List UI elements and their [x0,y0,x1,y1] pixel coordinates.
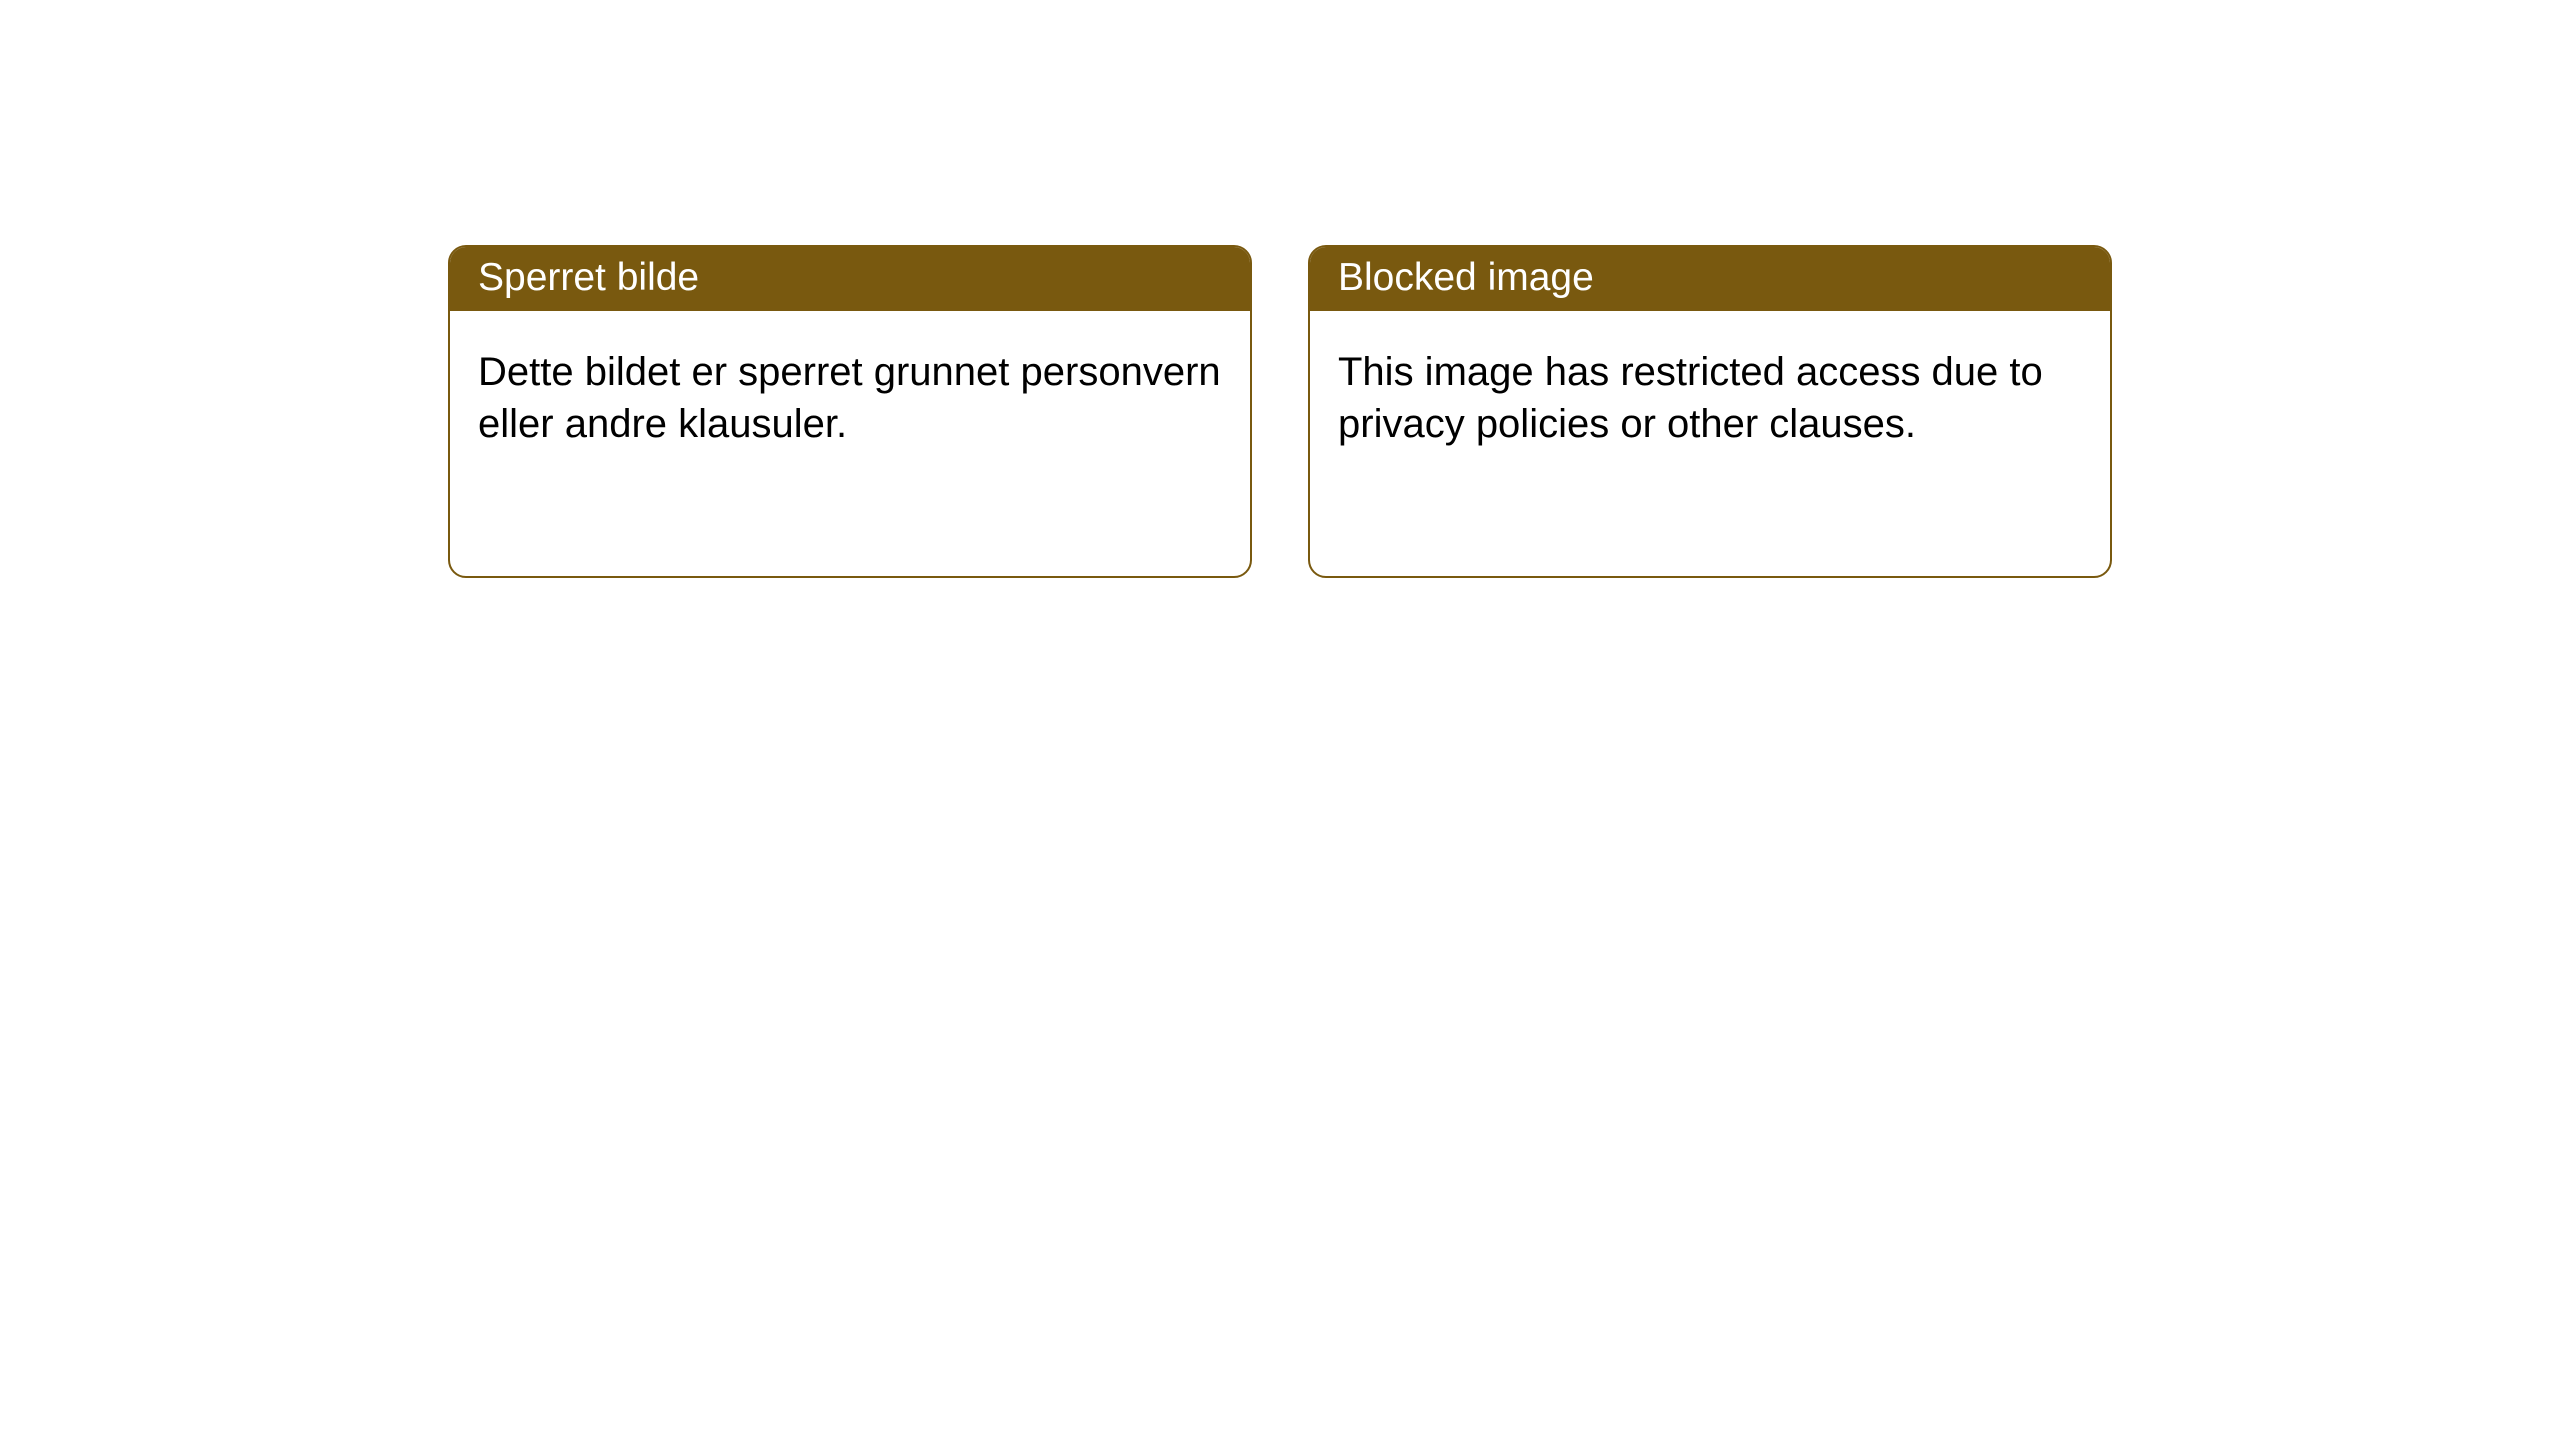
card-header: Blocked image [1310,247,2110,311]
card-title: Sperret bilde [478,256,699,299]
notice-container: Sperret bilde Dette bildet er sperret gr… [0,0,2560,578]
notice-card-english: Blocked image This image has restricted … [1308,245,2112,578]
card-message: Dette bildet er sperret grunnet personve… [478,350,1221,446]
notice-card-norwegian: Sperret bilde Dette bildet er sperret gr… [448,245,1252,578]
card-title: Blocked image [1338,256,1594,299]
card-body: Dette bildet er sperret grunnet personve… [450,311,1250,486]
card-body: This image has restricted access due to … [1310,311,2110,486]
card-header: Sperret bilde [450,247,1250,311]
card-message: This image has restricted access due to … [1338,350,2043,446]
